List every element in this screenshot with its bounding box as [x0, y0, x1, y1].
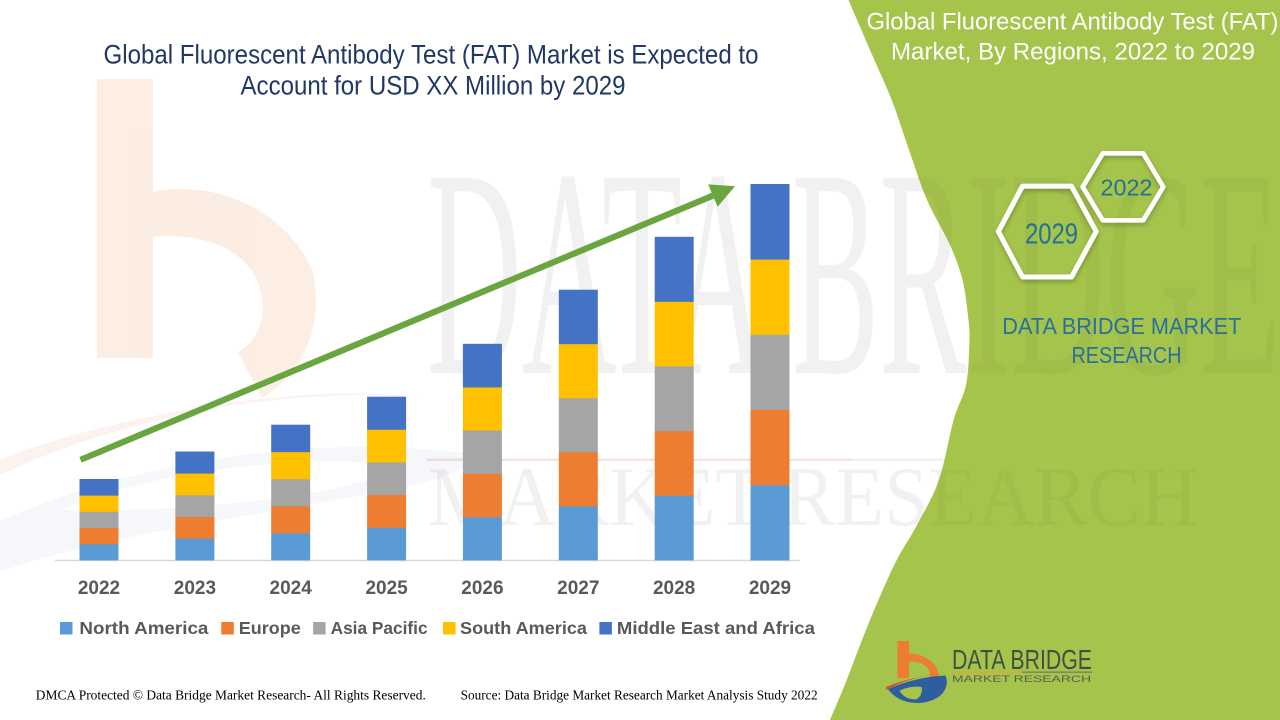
svg-text:South America: South America — [460, 618, 587, 638]
svg-text:Source: Data Bridge Market Res: Source: Data Bridge Market Research Mark… — [461, 689, 818, 704]
svg-text:Global Fluorescent Antibody Te: Global Fluorescent Antibody Test (FAT) — [867, 9, 1279, 36]
svg-text:DATA BRIDGE MARKET: DATA BRIDGE MARKET — [1002, 313, 1241, 339]
svg-text:2022: 2022 — [78, 578, 120, 599]
svg-text:2028: 2028 — [653, 578, 695, 599]
svg-text:2023: 2023 — [174, 578, 216, 599]
svg-text:DMCA Protected © Data Bridge M: DMCA Protected © Data Bridge Market Rese… — [36, 689, 426, 704]
svg-text:2025: 2025 — [365, 578, 408, 599]
svg-text:North America: North America — [79, 618, 208, 638]
svg-text:2029: 2029 — [1025, 219, 1078, 251]
svg-text:Asia Pacific: Asia Pacific — [331, 618, 428, 638]
svg-text:MARKET RESEARCH: MARKET RESEARCH — [952, 674, 1091, 685]
svg-text:RESEARCH: RESEARCH — [1072, 342, 1182, 368]
svg-text:Account for USD XX Million by: Account for USD XX Million by 2029 — [241, 71, 626, 101]
svg-text:Europe: Europe — [239, 618, 301, 638]
svg-text:DATA BRIDGE: DATA BRIDGE — [952, 644, 1092, 675]
svg-text:Middle East and Africa: Middle East and Africa — [617, 618, 815, 638]
svg-text:Global Fluorescent Antibody Te: Global Fluorescent Antibody Test (FAT) M… — [104, 40, 759, 70]
svg-text:2026: 2026 — [461, 578, 503, 599]
svg-text:2027: 2027 — [557, 578, 599, 599]
svg-text:Market, By Regions, 2022 to 20: Market, By Regions, 2022 to 2029 — [891, 38, 1255, 65]
svg-text:2024: 2024 — [270, 578, 313, 599]
svg-text:2022: 2022 — [1101, 175, 1153, 201]
svg-text:2029: 2029 — [749, 578, 791, 599]
